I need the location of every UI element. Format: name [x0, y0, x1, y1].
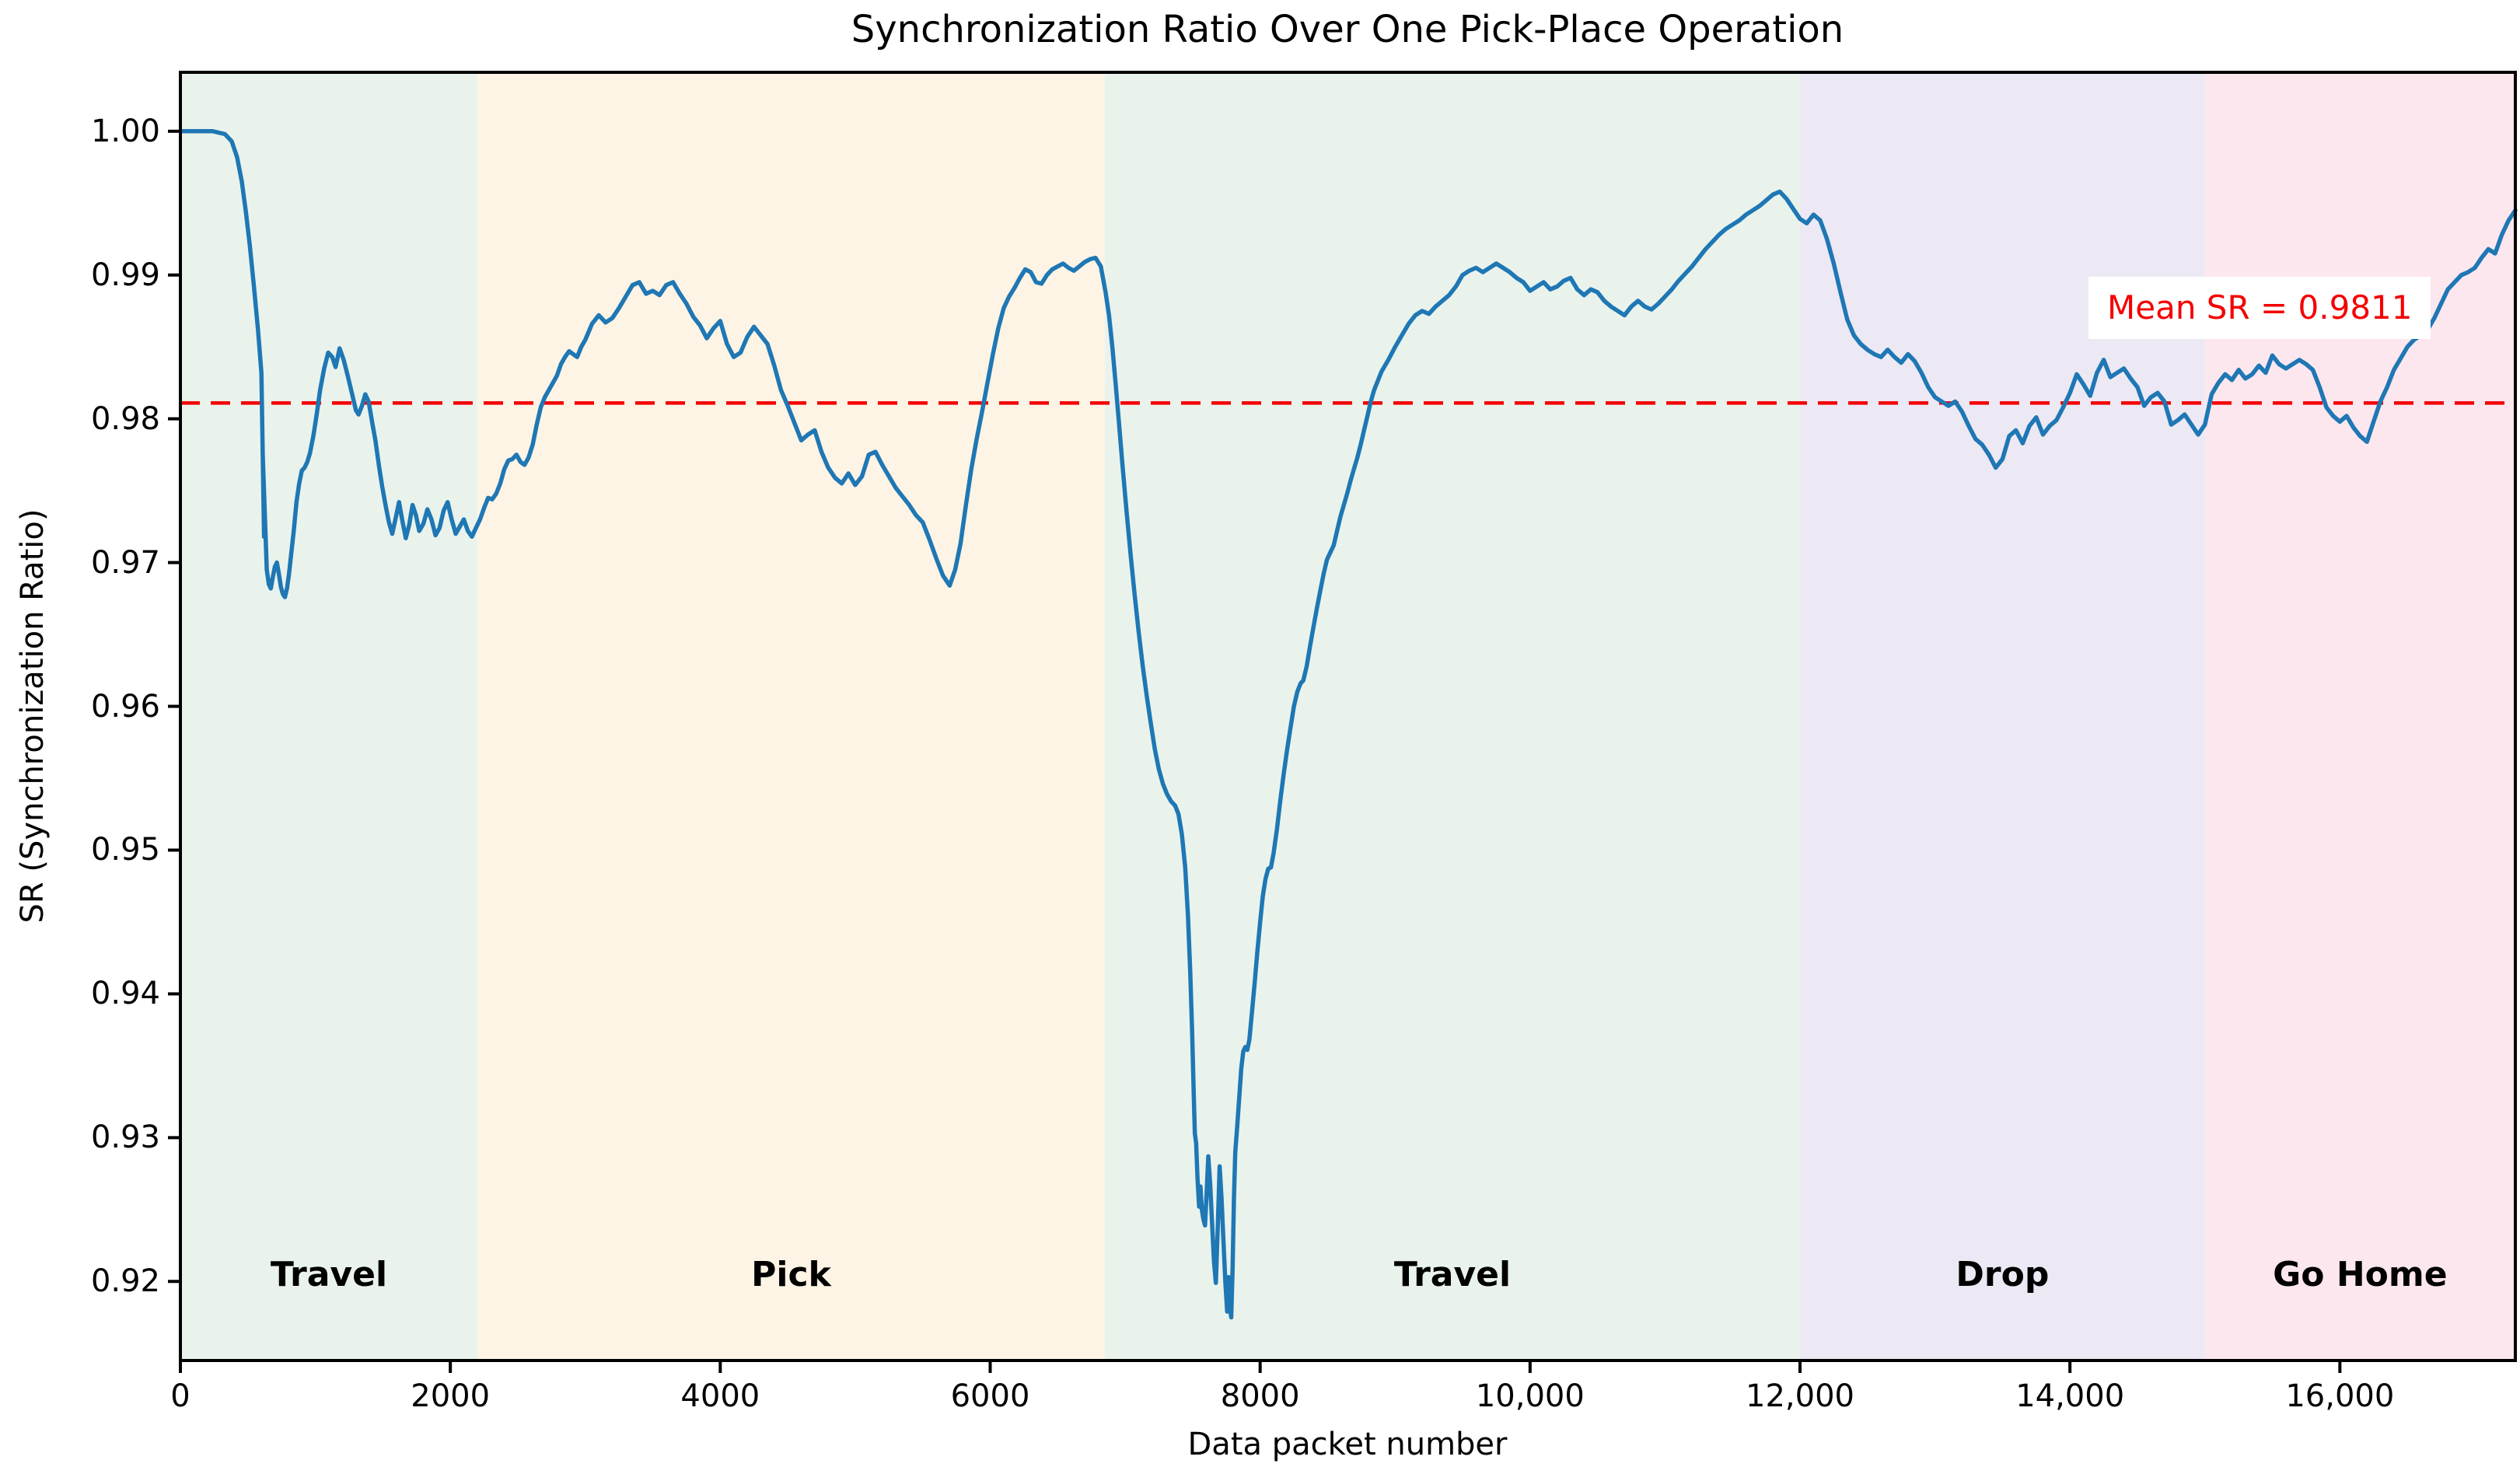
y-tick-label: 0.94	[90, 976, 160, 1012]
y-tick-label: 0.96	[90, 688, 160, 725]
x-tick-label: 2000	[411, 1378, 491, 1414]
chart-title: Synchronization Ratio Over One Pick-Plac…	[851, 8, 1844, 51]
y-tick-label: 0.93	[90, 1119, 160, 1156]
phase-label-go-home: Go Home	[2273, 1255, 2448, 1294]
phase-region-travel	[1105, 72, 1801, 1360]
phase-label-travel: Travel	[1393, 1255, 1512, 1294]
phase-label-drop: Drop	[1956, 1255, 2050, 1294]
y-tick-label: 0.92	[90, 1263, 160, 1300]
phase-label-travel: Travel	[270, 1255, 388, 1294]
y-tick-label: 0.99	[90, 257, 160, 293]
x-tick-label: 12,000	[1746, 1378, 1854, 1414]
x-tick-label: 10,000	[1475, 1378, 1585, 1414]
mean-sr-annotation: Mean SR = 0.9811	[2088, 277, 2431, 340]
phase-region-drop	[1800, 72, 2205, 1360]
y-tick-label: 0.95	[90, 832, 160, 868]
phase-region-travel	[180, 72, 477, 1360]
sr-series-line	[178, 129, 2518, 1320]
x-tick-label: 14,000	[2015, 1378, 2125, 1414]
axes-frame	[179, 71, 2517, 1362]
phase-region-go-home	[2204, 72, 2515, 1360]
x-tick-label: 16,000	[2285, 1378, 2395, 1414]
y-tick-label: 1.00	[90, 113, 160, 149]
x-tick-label: 4000	[680, 1378, 760, 1414]
y-tick-label: 0.98	[90, 400, 160, 437]
y-tick-label: 0.97	[90, 544, 160, 581]
x-axis-label: Data packet number	[1187, 1427, 1508, 1462]
x-tick-label: 8000	[1220, 1378, 1300, 1414]
phase-label-pick: Pick	[751, 1255, 831, 1294]
phase-region-pick	[477, 72, 1106, 1360]
x-tick-label: 0	[170, 1378, 190, 1414]
x-tick-label: 6000	[950, 1378, 1030, 1414]
